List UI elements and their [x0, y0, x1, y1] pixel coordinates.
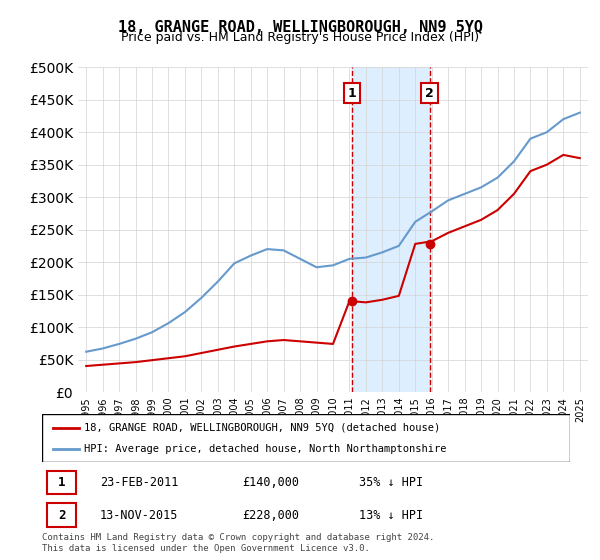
Bar — [352, 67, 430, 392]
Text: Contains HM Land Registry data © Crown copyright and database right 2024.
This d: Contains HM Land Registry data © Crown c… — [42, 533, 434, 553]
Text: £228,000: £228,000 — [242, 508, 299, 521]
Text: 18, GRANGE ROAD, WELLINGBOROUGH, NN9 5YQ: 18, GRANGE ROAD, WELLINGBOROUGH, NN9 5YQ — [118, 20, 482, 35]
Text: 35% ↓ HPI: 35% ↓ HPI — [359, 477, 423, 489]
Text: HPI: Average price, detached house, North Northamptonshire: HPI: Average price, detached house, Nort… — [84, 444, 447, 454]
Text: 2: 2 — [58, 508, 65, 521]
FancyBboxPatch shape — [42, 414, 570, 462]
Text: £140,000: £140,000 — [242, 477, 299, 489]
Text: 23-FEB-2011: 23-FEB-2011 — [100, 477, 178, 489]
Text: 18, GRANGE ROAD, WELLINGBOROUGH, NN9 5YQ (detached house): 18, GRANGE ROAD, WELLINGBOROUGH, NN9 5YQ… — [84, 423, 440, 433]
Text: 1: 1 — [347, 87, 356, 100]
Text: 13-NOV-2015: 13-NOV-2015 — [100, 508, 178, 521]
Text: 1: 1 — [58, 477, 65, 489]
Text: 13% ↓ HPI: 13% ↓ HPI — [359, 508, 423, 521]
FancyBboxPatch shape — [47, 472, 76, 494]
Text: Price paid vs. HM Land Registry's House Price Index (HPI): Price paid vs. HM Land Registry's House … — [121, 31, 479, 44]
FancyBboxPatch shape — [47, 503, 76, 526]
Text: 2: 2 — [425, 87, 434, 100]
